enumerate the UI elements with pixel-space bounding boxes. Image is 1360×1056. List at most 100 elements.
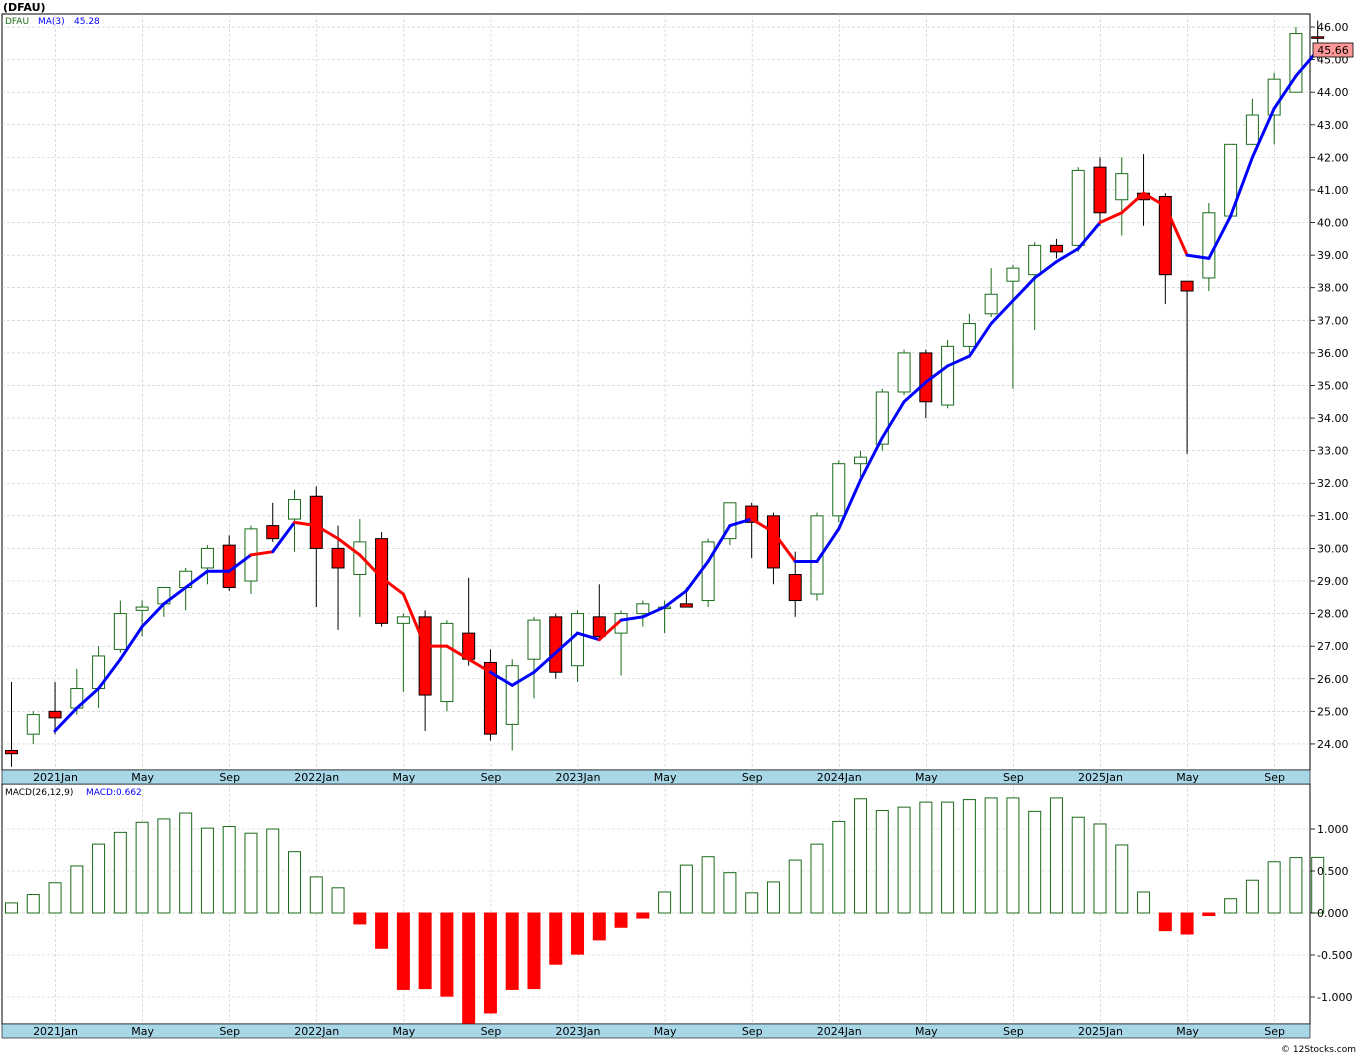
candle-body xyxy=(5,749,18,755)
candle-body xyxy=(113,613,127,650)
macd-bar xyxy=(1028,810,1042,914)
price-y-tick-label: 37.00 xyxy=(1317,314,1349,327)
macd-bar xyxy=(353,912,367,925)
price-x-tick-label: Sep xyxy=(1003,771,1024,784)
ma-segment xyxy=(1250,107,1276,159)
ma-segment xyxy=(75,687,101,710)
ma-segment xyxy=(314,524,340,541)
macd-legend-name: MACD(26,12,9) xyxy=(5,788,73,798)
macd-bar xyxy=(614,912,628,928)
candle-body xyxy=(1289,33,1303,93)
macd-x-tick-label: 2021Jan xyxy=(33,1025,78,1038)
candle-body xyxy=(701,541,715,602)
price-x-tick-label: Sep xyxy=(219,771,240,784)
ma-segment xyxy=(162,586,188,606)
macd-bar xyxy=(658,891,672,914)
candle-body xyxy=(266,525,280,540)
ma-segment xyxy=(880,400,906,440)
legend-symbol: DFAU xyxy=(5,17,29,27)
ma-segment xyxy=(184,569,209,590)
ma-segment xyxy=(249,550,275,557)
macd-x-tick-label: May xyxy=(915,1025,938,1038)
macd-bar xyxy=(1180,912,1194,935)
macd-bar xyxy=(679,864,693,914)
macd-bar xyxy=(984,797,998,914)
ma-segment xyxy=(771,530,797,563)
ma-segment xyxy=(358,553,384,580)
macd-x-tick-label: May xyxy=(131,1025,154,1038)
price-x-tick-label: Sep xyxy=(1264,771,1285,784)
macd-bar xyxy=(1006,797,1020,914)
candle-body xyxy=(200,547,214,569)
macd-bar xyxy=(810,843,824,914)
candle-body xyxy=(135,606,149,611)
macd-bar xyxy=(766,881,780,914)
ma-segment xyxy=(1076,221,1102,251)
candle-body xyxy=(941,345,955,406)
ma-segment xyxy=(576,631,601,642)
candle-body xyxy=(483,661,497,735)
candle-body xyxy=(636,603,650,615)
price-y-tick-label: 30.00 xyxy=(1317,542,1349,555)
macd-y-tick-label: -1.000 xyxy=(1317,991,1352,1004)
macd-bar xyxy=(483,912,497,1014)
price-y-tick-label: 26.00 xyxy=(1317,673,1349,686)
ma-segment xyxy=(946,354,971,368)
ma-segment xyxy=(859,436,884,482)
ma-segment xyxy=(467,657,492,674)
macd-x-tick-label: Sep xyxy=(1003,1025,1024,1038)
candle-body xyxy=(505,665,519,725)
macd-bar xyxy=(745,892,759,914)
ma-segment xyxy=(97,657,122,691)
macd-x-tick-label: Sep xyxy=(219,1025,240,1038)
ma-segment xyxy=(989,299,1015,326)
macd-x-tick-label: Sep xyxy=(481,1025,502,1038)
ma-segment xyxy=(1207,214,1233,260)
macd-x-tick-label: Sep xyxy=(742,1025,763,1038)
macd-bar xyxy=(723,872,737,914)
ma-segment xyxy=(924,364,950,384)
candle-body xyxy=(1006,267,1020,282)
macd-bar xyxy=(919,801,933,914)
candle-body xyxy=(745,505,759,523)
macd-bar xyxy=(1202,912,1216,917)
ma-segment xyxy=(1163,204,1189,257)
macd-y-tick-label: -0.500 xyxy=(1317,949,1352,962)
price-x-tick-label: May xyxy=(915,771,938,784)
candle-body xyxy=(592,616,606,637)
price-y-tick-label: 33.00 xyxy=(1317,445,1349,458)
chart-title: (DFAU) xyxy=(3,1,46,14)
moving-average-line xyxy=(53,48,1320,733)
candle-body xyxy=(832,463,846,517)
candle-body xyxy=(527,619,541,660)
ma-segment xyxy=(380,576,405,596)
ma-segment xyxy=(1098,211,1124,225)
ma-segment xyxy=(728,517,754,528)
macd-bar xyxy=(571,912,585,955)
macd-bar xyxy=(549,912,563,965)
macd-bar xyxy=(375,912,389,949)
ma-segment xyxy=(1185,253,1211,260)
candle-body xyxy=(1115,173,1129,201)
ma-segment xyxy=(488,670,514,687)
ma-segment xyxy=(510,670,536,687)
price-x-tick-label: 2022Jan xyxy=(294,771,339,784)
price-y-tick-label: 41.00 xyxy=(1317,184,1349,197)
price-x-tick-label: May xyxy=(1176,771,1199,784)
macd-bar xyxy=(244,832,258,914)
price-y-tick-label: 40.00 xyxy=(1317,217,1349,230)
candle-body xyxy=(1245,114,1259,145)
candle-body xyxy=(288,499,302,520)
macd-bar xyxy=(1093,823,1107,914)
candle-body xyxy=(331,547,345,569)
macd-bar xyxy=(527,912,541,990)
ma-segment xyxy=(1229,155,1254,218)
price-x-tick-label: Sep xyxy=(481,771,502,784)
macd-bar xyxy=(1224,898,1238,914)
macd-bar xyxy=(48,882,62,914)
ma-segment xyxy=(554,631,580,655)
ma-segment xyxy=(1120,191,1146,215)
candlestick-series xyxy=(5,20,1325,767)
ma-segment xyxy=(401,592,427,648)
macd-bar xyxy=(897,806,911,914)
